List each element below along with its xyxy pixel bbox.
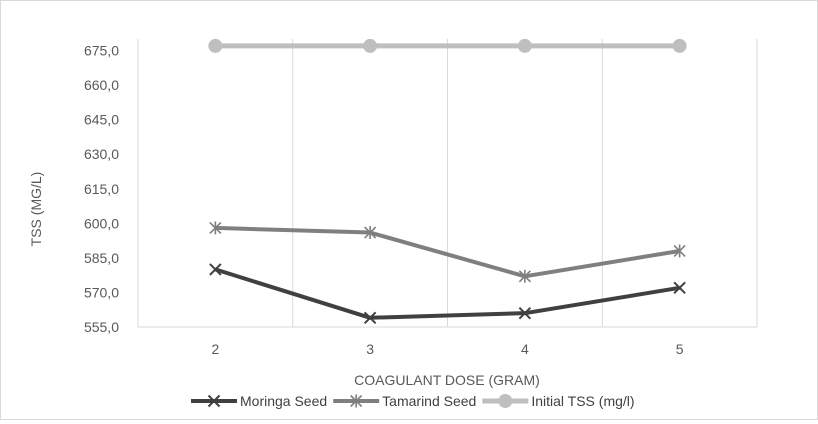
series-line xyxy=(215,225,680,279)
x-tick-label: 3 xyxy=(366,341,374,357)
asterisk-marker xyxy=(209,221,222,235)
legend-item: Initial TSS (mg/l) xyxy=(482,393,635,409)
gridlines xyxy=(137,39,758,327)
series-layer xyxy=(208,38,687,324)
legend-label: Tamarind Seed xyxy=(382,393,476,409)
y-tick-label: 570,0 xyxy=(84,284,119,300)
circle-marker xyxy=(517,38,532,53)
legend-item: Moringa Seed xyxy=(191,393,327,409)
x-marker xyxy=(518,306,532,320)
circle-marker xyxy=(208,38,223,53)
legend-item: Tamarind Seed xyxy=(333,393,476,409)
x-tick-label: 2 xyxy=(211,341,219,357)
y-tick-label: 675,0 xyxy=(84,43,119,59)
x-tick-label: 4 xyxy=(521,341,529,357)
series-initial-tss-mg-l xyxy=(208,38,687,53)
circle-marker xyxy=(498,394,513,408)
circle-marker xyxy=(363,38,378,53)
series-moringa-seed xyxy=(209,263,686,324)
x-marker xyxy=(363,311,377,324)
asterisk-marker xyxy=(673,244,686,258)
legend-label: Moringa Seed xyxy=(240,393,327,409)
legend: Moringa Seed Tamarind Seed Initial TSS (mg… xyxy=(191,393,635,409)
asterisk-marker xyxy=(364,226,377,240)
asterisk-marker xyxy=(350,394,363,408)
circle-marker xyxy=(672,38,687,53)
y-tick-label: 630,0 xyxy=(84,146,119,162)
legend-label: Initial TSS (mg/l) xyxy=(531,393,634,409)
y-tick-labels: 555,0 570,0 585,0 600,0 615,0 630,0 645,0 660,0… xyxy=(84,43,119,335)
y-tick-label: 660,0 xyxy=(84,77,119,93)
x-marker xyxy=(209,263,222,276)
x-marker xyxy=(207,394,221,408)
series-tamarind-seed xyxy=(209,221,686,283)
y-tick-label: 645,0 xyxy=(84,112,119,128)
y-tick-label: 600,0 xyxy=(84,215,119,231)
y-tick-label: 555,0 xyxy=(84,319,119,335)
x-tick-labels: 2 3 4 5 xyxy=(211,341,683,357)
asterisk-marker xyxy=(518,269,531,283)
series-line xyxy=(214,267,680,320)
y-axis-label: TSS (MG/L) xyxy=(28,172,44,247)
y-tick-label: 615,0 xyxy=(84,181,119,197)
x-tick-label: 5 xyxy=(676,341,684,357)
x-marker xyxy=(673,281,686,295)
x-axis-label: COAGULANT DOSE (GRAM) xyxy=(354,372,540,388)
y-tick-label: 585,0 xyxy=(84,250,119,266)
